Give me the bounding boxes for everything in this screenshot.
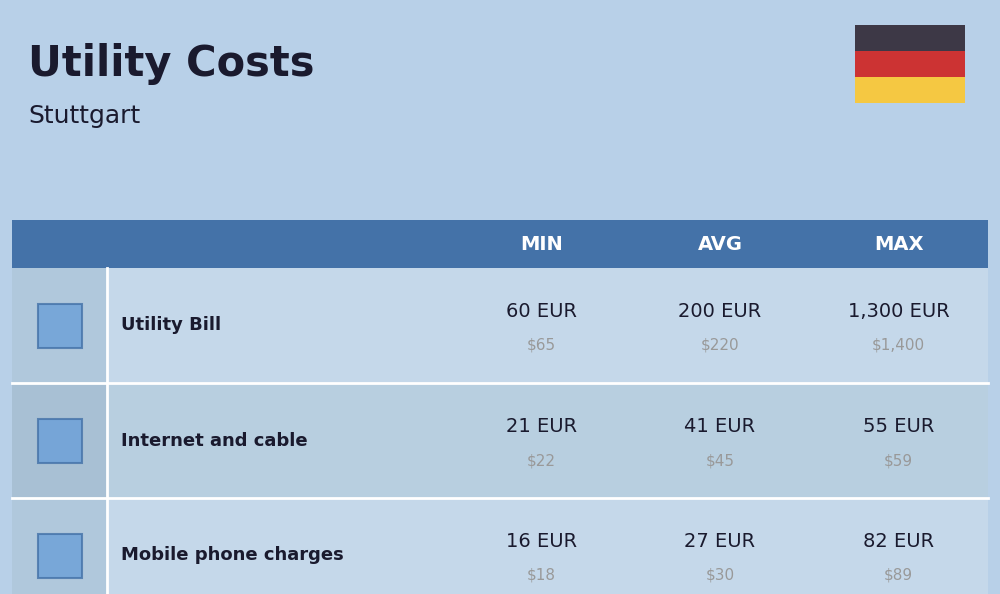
Text: Stuttgart: Stuttgart [28,104,140,128]
Text: $59: $59 [884,453,913,468]
Text: 41 EUR: 41 EUR [684,417,756,436]
Text: MIN: MIN [520,235,563,254]
Bar [855,77,965,103]
Text: Mobile phone charges: Mobile phone charges [121,546,344,564]
Bar [12,220,988,268]
Text: $45: $45 [706,453,734,468]
Text: Utility Bill: Utility Bill [121,317,221,334]
Bar [38,304,82,347]
Bar [38,419,82,463]
Bar [855,51,965,77]
Bar [12,383,107,498]
Text: $22: $22 [527,453,556,468]
Text: $65: $65 [527,338,556,353]
Text: Utility Costs: Utility Costs [28,43,314,85]
Bar [107,268,988,383]
Bar [107,498,988,594]
Text: MAX: MAX [874,235,923,254]
Text: $30: $30 [705,568,735,583]
Text: 200 EUR: 200 EUR [678,302,762,321]
Bar [38,533,82,577]
Text: $220: $220 [701,338,739,353]
Text: 27 EUR: 27 EUR [684,532,756,551]
Text: 21 EUR: 21 EUR [506,417,577,436]
Bar [12,498,107,594]
Text: $89: $89 [884,568,913,583]
Text: Internet and cable: Internet and cable [121,431,308,450]
Text: 16 EUR: 16 EUR [506,532,577,551]
Text: 1,300 EUR: 1,300 EUR [848,302,950,321]
Text: $18: $18 [527,568,556,583]
Bar [12,268,107,383]
Text: 82 EUR: 82 EUR [863,532,934,551]
Bar [855,25,965,51]
Text: 60 EUR: 60 EUR [506,302,577,321]
Bar [107,383,988,498]
Text: AVG: AVG [698,235,742,254]
Text: 55 EUR: 55 EUR [863,417,934,436]
Text: $1,400: $1,400 [872,338,925,353]
